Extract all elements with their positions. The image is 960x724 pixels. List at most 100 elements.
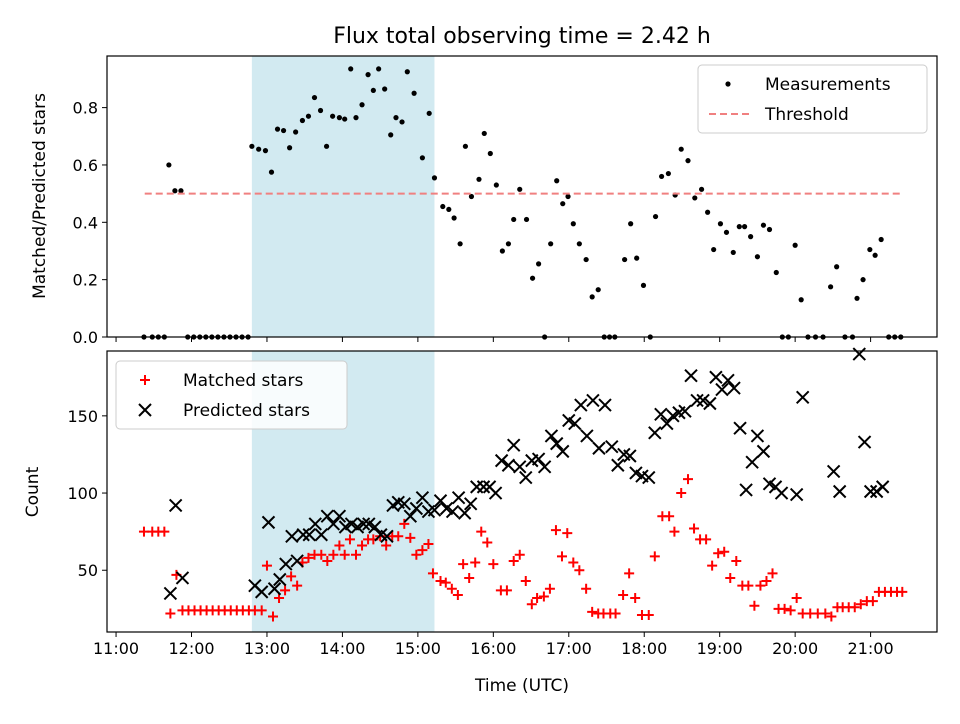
measurement-point — [723, 229, 730, 235]
predicted-star-point — [623, 449, 637, 463]
measurement-point — [256, 146, 262, 152]
matched-star-point — [767, 568, 778, 579]
measurement-point — [570, 221, 576, 227]
matched-star-point — [743, 580, 754, 591]
measurement-point — [393, 115, 399, 121]
matched-star-point — [676, 488, 687, 499]
predicted-star-point — [715, 382, 729, 397]
predicted-star-point — [451, 490, 466, 505]
predicted-star-point — [852, 347, 866, 361]
y-tick-label: 50 — [78, 561, 98, 580]
measurement-point — [505, 241, 512, 247]
predicted-star-point — [592, 441, 606, 455]
measurement-point — [634, 255, 640, 261]
matched-star-point — [351, 549, 361, 560]
predicted-star-point — [397, 497, 411, 511]
predicted-star-point — [356, 517, 371, 531]
measurement-point — [487, 150, 493, 157]
y-tick-label: 150 — [67, 407, 98, 426]
matched-star-point — [624, 568, 635, 579]
matched-star-point — [669, 526, 680, 537]
matched-star-point — [446, 583, 457, 594]
predicted-star-point — [832, 484, 847, 499]
measurement-point — [798, 297, 804, 303]
matched-star-point — [393, 531, 404, 542]
measurement-point — [382, 86, 388, 92]
predicted-star-point — [519, 470, 533, 485]
matched-star-point — [411, 549, 422, 560]
measurement-point — [730, 249, 736, 256]
predicted-star-point — [279, 557, 293, 571]
measurement-point — [462, 143, 469, 149]
x-tick-label: 17:00 — [546, 639, 592, 658]
matched-star-point — [630, 593, 641, 604]
predicted-star-point — [733, 421, 747, 435]
measurement-point — [166, 162, 172, 168]
measurement-point — [748, 234, 754, 240]
predicted-star-point — [501, 458, 516, 472]
predicted-star-point — [857, 435, 872, 449]
measurement-point — [705, 209, 711, 215]
matched-star-point — [791, 593, 802, 604]
measurement-point — [262, 148, 269, 154]
measurement-point — [499, 248, 505, 254]
predicted-star-point — [654, 407, 668, 422]
measurement-point — [268, 169, 275, 175]
legend-predicted-marker — [138, 403, 152, 417]
chart-title: Flux total observing time = 2.42 h — [333, 24, 711, 49]
measurement-point — [359, 102, 365, 108]
x-tick-label: 14:00 — [319, 639, 365, 658]
measurement-point — [828, 284, 834, 290]
measurement-point — [640, 282, 647, 288]
y-tick-label: 0.2 — [73, 271, 98, 290]
matched-star-point — [532, 593, 543, 604]
measurement-point — [411, 90, 417, 96]
predicted-star-point — [457, 506, 472, 520]
matched-star-point — [286, 571, 297, 582]
measurement-point — [529, 275, 536, 281]
bottom-y-axis-label: Count — [23, 466, 43, 517]
measurement-point — [317, 107, 324, 114]
predicted-star-point — [642, 470, 656, 485]
measurement-point — [493, 182, 499, 188]
top-shaded-interval — [251, 56, 435, 337]
measurement-point — [595, 287, 601, 293]
matched-star-point — [779, 603, 790, 614]
matched-star-point — [855, 599, 866, 610]
matched-star-point — [328, 549, 339, 560]
predicted-star-point — [488, 486, 503, 500]
top-y-axis-label: Matched/Predicted stars — [30, 93, 50, 299]
x-tick-label: 19:00 — [697, 639, 743, 658]
measurement-point — [678, 146, 684, 152]
predicted-star-point — [739, 483, 753, 497]
matched-star-point — [649, 551, 660, 562]
measurement-point — [736, 224, 742, 230]
matched-star-point — [482, 537, 493, 548]
predicted-star-point — [574, 398, 588, 412]
measurement-point — [481, 130, 487, 137]
matched-star-point — [749, 600, 760, 611]
measurement-point — [517, 186, 523, 192]
measurement-point — [692, 195, 698, 201]
predicted-star-point — [750, 429, 765, 443]
measurement-point — [376, 66, 382, 72]
matched-star-point — [261, 560, 272, 571]
measurement-point — [280, 127, 287, 134]
measurement-point — [754, 254, 761, 260]
matched-star-point — [538, 591, 549, 602]
measurement-point — [342, 116, 348, 122]
predicted-star-point — [863, 484, 878, 499]
matched-star-point — [544, 583, 555, 594]
x-tick-label: 20:00 — [772, 639, 818, 658]
measurement-point — [717, 221, 724, 227]
matched-star-point — [719, 546, 730, 557]
predicted-star-point — [463, 497, 478, 511]
predicted-star-point — [433, 494, 448, 508]
measurement-point — [353, 115, 359, 121]
measurement-point — [476, 176, 482, 182]
x-tick-label: 11:00 — [93, 639, 139, 658]
matched-star-point — [581, 583, 592, 594]
predicted-star-point — [690, 393, 704, 408]
measurement-point — [348, 66, 354, 72]
predicted-star-point — [285, 529, 299, 543]
